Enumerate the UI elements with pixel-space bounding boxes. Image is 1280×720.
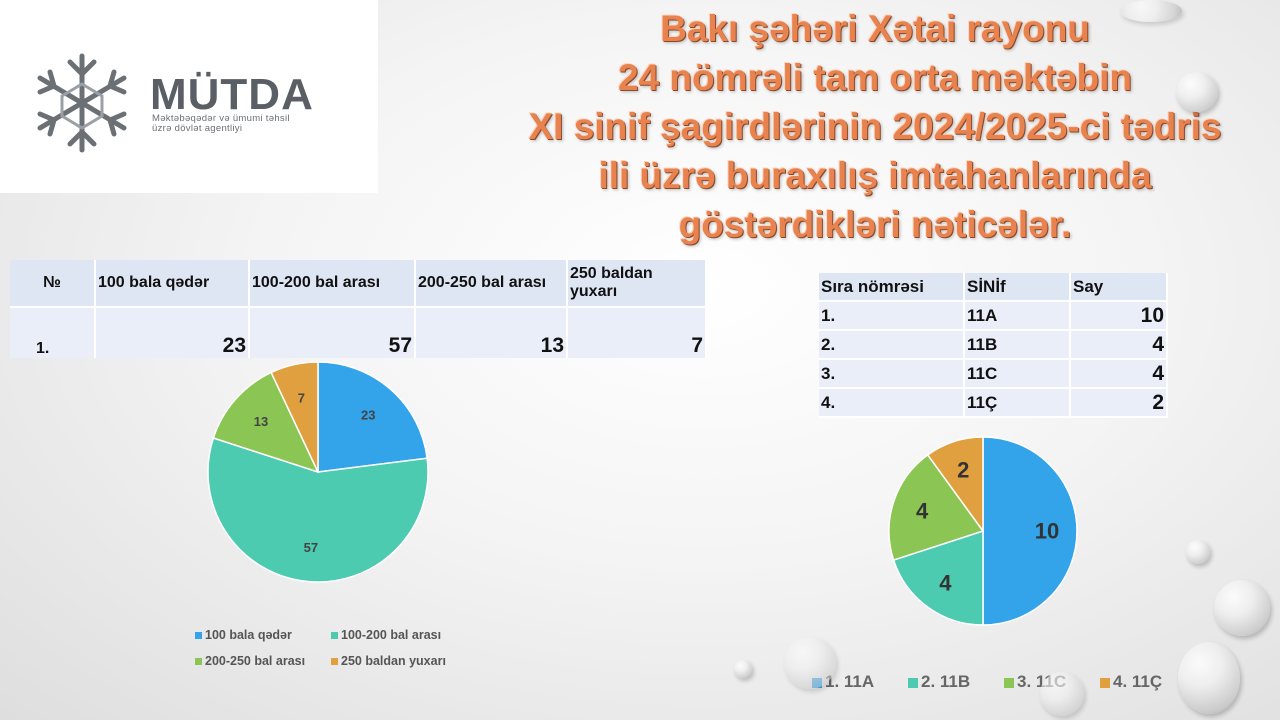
table-cell: 2 [1070,388,1168,418]
table-row: 2. 11B 4 [819,330,1168,360]
legend-item: 250 baldan yuxarı [331,654,446,668]
table-header-cell: SİNİf [964,273,1071,302]
table-cell: 1. [10,306,96,358]
pie-data-label: 10 [1035,519,1059,544]
table-cell: 7 [567,306,707,358]
title-line: ili üzrə buraxılış imtahanlarında [598,155,1152,196]
pie-slice [207,437,429,583]
table-cell: 4 [1070,330,1168,360]
table-cell: 3. [819,359,965,389]
scores-pie-chart: 23 57 13 7 [207,361,429,583]
title-line: 24 nömrəli tam orta məktəbin [617,57,1133,98]
table-cell: 11B [964,330,1071,360]
legend-item: 100 bala qədər [195,628,292,642]
scores-table: № 100 bala qədər 100-200 bal arası 200-2… [10,260,707,358]
table-cell: 11A [964,301,1071,331]
table-cell: 11Ç [964,388,1071,418]
table-row: 1. 11A 10 [819,301,1168,331]
pie-slice [926,436,984,534]
legend-item: 100-200 bal arası [331,628,441,642]
table-cell: 4. [819,388,965,418]
water-drop-decoration [1178,642,1240,714]
table-header-cell: Say [1070,273,1168,302]
logo-subtitle-line-2: üzrə dövlət agentliyi [152,123,243,134]
pie-data-label: 23 [361,407,375,422]
table-header-cell: 250 baldan yuxarı [567,260,707,307]
pie-data-label: 2 [957,458,969,483]
legend-label: 200-250 bal arası [205,654,306,668]
table-cell: 1. [819,301,965,331]
logo-wordmark: MÜTDA [150,70,314,119]
page-title: Bakı şəhəri Xətai rayonu 24 nömrəli tam … [470,4,1280,249]
pie-slice [888,453,985,561]
logo: MÜTDA Məktəbəqədər və ümumi təhsil üzrə … [0,0,378,193]
water-drop-decoration [734,660,752,678]
pie-slice [982,436,1078,626]
water-drop-decoration [1176,72,1218,112]
snowflake-logo-icon [37,53,127,153]
legend-item: 4. 11Ç [1100,672,1162,692]
table-cell: 23 [95,306,250,358]
logo-subtitle: Məktəbəqədər və ümumi təhsil üzrə dövlət… [152,114,290,134]
table-header-cell: 200-250 bal arası [415,260,568,307]
title-line: XI sinif şagirdlərinin 2024/2025-ci tədr… [528,106,1222,147]
pie-data-label: 57 [304,540,318,555]
legend-swatch [331,632,338,640]
water-drop-decoration [784,637,836,689]
pie-slice [317,361,428,473]
water-drop-decoration [1040,672,1084,716]
table-cell: 57 [249,306,416,358]
classes-table: Sıra nömrəsi SİNİf Say 1. 11A 10 2. 11B … [819,273,1168,418]
table-header-row: Sıra nömrəsi SİNİf Say [819,273,1168,302]
scores-pie-legend: 100 bala qədər 100-200 bal arası 200-250 b… [195,628,495,672]
classes-pie-chart: 10 4 4 2 [888,436,1078,626]
title-line: göstərdikləri nəticələr. [678,204,1072,245]
logo-subtitle-line-1: Məktəbəqədər və ümumi təhsil [152,113,290,124]
legend-label: 250 baldan yuxarı [341,654,446,668]
table-header-row: № 100 bala qədər 100-200 bal arası 200-2… [10,260,707,307]
pie-slice [270,361,319,473]
table-header-cell: Sıra nömrəsi [819,273,965,302]
water-drop-decoration [1214,580,1270,636]
table-header-cell: № [10,260,96,307]
table-cell: 10 [1070,301,1168,331]
table-cell: 2. [819,330,965,360]
table-header-cell: 100 bala qədər [95,260,250,307]
legend-item: 200-250 bal arası [195,654,305,668]
table-cell: 4 [1070,359,1168,389]
legend-label: 2. 11B [921,672,971,691]
pie-slice [212,371,320,474]
classes-pie-legend: 1. 11A 2. 11B 3. 11C 4. 11Ç [812,672,1192,696]
table-cell: 11C [964,359,1071,389]
table-row: 4. 11Ç 2 [819,388,1168,418]
legend-label: 1. 11A [825,672,875,691]
legend-label: 100-200 bal arası [341,628,442,642]
table-header-cell: 100-200 bal arası [249,260,416,307]
legend-swatch [908,677,918,688]
table-row: 3. 11C 4 [819,359,1168,389]
pie-data-label: 4 [939,570,952,595]
water-drop-decoration [1120,0,1182,22]
water-drop-decoration [1186,540,1210,564]
pie-data-label: 4 [916,499,929,524]
legend-label: 100 bala qədər [205,628,292,642]
legend-swatch [1004,677,1014,688]
pie-data-label: 7 [298,390,305,405]
pie-data-label: 13 [254,414,268,429]
table-cell: 13 [415,306,568,358]
legend-swatch [195,632,202,640]
legend-swatch [195,658,202,666]
legend-label: 4. 11Ç [1113,672,1163,691]
legend-item: 2. 11B [908,672,970,692]
legend-swatch [331,658,338,666]
pie-slice [892,529,984,626]
title-line: Bakı şəhəri Xətai rayonu [660,8,1090,49]
table-row: 1. 23 57 13 7 [10,306,707,358]
legend-swatch [1100,677,1110,688]
